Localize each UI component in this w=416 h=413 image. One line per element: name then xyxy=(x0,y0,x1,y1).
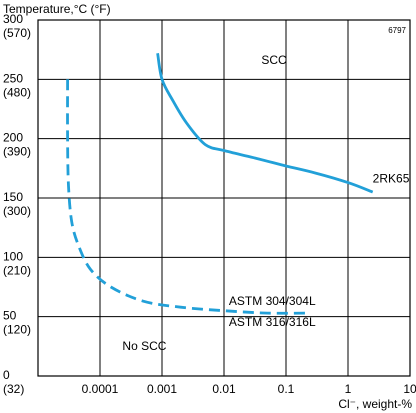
y-tick-sublabel: (300) xyxy=(3,204,31,218)
y-tick-sublabel: (570) xyxy=(3,26,31,40)
y-tick-label: 250 xyxy=(3,71,23,85)
y-tick-label: 200 xyxy=(3,131,23,145)
x-tick-label: 1 xyxy=(345,382,352,396)
figure-id: 6797 xyxy=(388,26,406,35)
annotation-astm-304-304l: ASTM 304/304L xyxy=(229,294,316,308)
x-tick-label: 0.001 xyxy=(147,382,177,396)
x-tick-label: 0.0001 xyxy=(82,382,119,396)
chart-annotations: SCC No SCC ASTM 304/304L ASTM 316/316L 2RK65 xyxy=(122,53,409,353)
chart-grid xyxy=(38,20,410,376)
annotation-no-scc: No SCC xyxy=(122,339,166,353)
chart-curves xyxy=(66,52,374,315)
x-tick-label: 0.01 xyxy=(212,382,236,396)
annotation-astm-316-316l: ASTM 316/316L xyxy=(229,315,316,329)
y-tick-label: 0 xyxy=(3,368,10,382)
y-tick-sublabel: (210) xyxy=(3,263,31,277)
annotation-scc: SCC xyxy=(261,53,287,67)
x-axis-tick-labels: 0.0001 0.001 0.01 0.1 1 10 xyxy=(82,382,416,396)
x-tick-label: 0.1 xyxy=(278,382,295,396)
y-tick-sublabel: (390) xyxy=(3,145,31,159)
y-axis-tick-labels: 0(32)50(120)100(210)150(300)200(390)250(… xyxy=(3,12,31,396)
y-tick-label: 100 xyxy=(3,249,23,263)
plot-frame xyxy=(37,19,411,377)
y-tick-sublabel: (120) xyxy=(3,323,31,337)
y-tick-sublabel: (480) xyxy=(3,85,31,99)
y-tick-sublabel: (32) xyxy=(3,382,24,396)
x-axis-label: Cl⁻, weight-% xyxy=(338,397,412,411)
y-tick-label: 50 xyxy=(3,309,17,323)
y-axis-label: Temperature,°C (°F) xyxy=(3,2,111,16)
x-tick-label: 10 xyxy=(403,382,416,396)
series-line-2rk65 xyxy=(156,52,374,194)
y-tick-label: 150 xyxy=(3,190,23,204)
annotation-2rk65: 2RK65 xyxy=(373,172,410,186)
series-line-astm-304-304l xyxy=(66,79,311,315)
y-tick-label: 300 xyxy=(3,12,23,26)
